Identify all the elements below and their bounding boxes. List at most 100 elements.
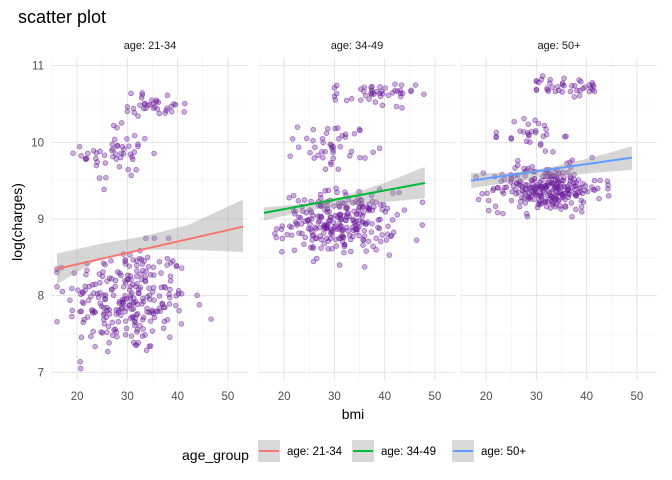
data-point <box>136 255 143 262</box>
data-point <box>139 90 145 96</box>
data-point <box>526 132 532 139</box>
data-point <box>494 209 501 216</box>
data-point <box>356 217 363 223</box>
data-point <box>295 144 302 150</box>
data-point <box>71 270 77 276</box>
data-point <box>167 294 173 301</box>
fit-line <box>56 225 244 270</box>
data-point <box>138 256 145 262</box>
data-point <box>119 144 126 150</box>
data-point <box>104 348 111 355</box>
panel-strip-label: age: 34-49 <box>331 40 384 52</box>
x-tick-label: 40 <box>378 391 391 403</box>
y-tick-label: 8 <box>38 291 44 303</box>
data-point <box>569 157 576 163</box>
data-point <box>78 153 84 159</box>
data-point <box>106 340 112 346</box>
data-point <box>303 135 310 142</box>
data-point <box>313 235 320 242</box>
data-point <box>525 193 531 200</box>
data-point <box>578 79 584 85</box>
data-point <box>553 174 560 181</box>
data-point <box>535 120 542 127</box>
data-point <box>335 166 342 172</box>
data-point <box>178 321 185 327</box>
data-point <box>194 292 200 299</box>
data-point <box>340 239 346 245</box>
confidence-band <box>57 199 243 285</box>
data-point <box>328 161 334 168</box>
data-point <box>559 177 565 183</box>
data-point <box>392 81 398 87</box>
data-point <box>389 217 396 223</box>
data-point <box>320 139 326 146</box>
data-point <box>390 229 397 236</box>
data-point <box>100 316 107 323</box>
data-point <box>356 232 362 239</box>
data-point <box>304 217 311 224</box>
data-point <box>336 204 343 210</box>
x-tick-label: 50 <box>221 391 234 403</box>
data-point <box>126 263 133 269</box>
data-point <box>109 141 116 148</box>
legend-label: age: 21-34 <box>287 446 343 458</box>
data-point <box>519 187 526 193</box>
data-point <box>138 271 144 277</box>
data-point <box>109 319 116 326</box>
data-point <box>156 258 163 265</box>
data-point <box>54 318 60 325</box>
data-point <box>141 101 148 107</box>
data-point <box>396 189 402 196</box>
data-point <box>347 153 353 159</box>
data-point <box>135 143 141 150</box>
confidence-band <box>471 146 632 189</box>
data-point <box>150 105 157 111</box>
data-point <box>562 203 568 209</box>
data-point <box>518 178 524 184</box>
data-point <box>130 306 137 312</box>
data-point <box>323 235 330 242</box>
data-point <box>162 110 168 116</box>
data-point <box>538 183 544 189</box>
data-point <box>168 108 175 115</box>
x-tick-label: 40 <box>171 391 184 403</box>
data-point <box>310 126 317 133</box>
data-point <box>346 232 353 239</box>
data-point <box>379 232 385 238</box>
data-point <box>334 214 341 220</box>
data-point <box>568 200 575 206</box>
data-point <box>75 287 81 293</box>
data-point <box>312 144 318 151</box>
data-point <box>580 85 586 92</box>
data-point <box>158 270 164 276</box>
facet-panel: age: 50+ 20 30 40 50 <box>460 40 657 403</box>
data-point <box>561 191 567 197</box>
data-point <box>95 294 102 301</box>
data-point <box>295 198 302 204</box>
data-point <box>310 137 316 144</box>
data-point <box>124 295 130 302</box>
data-point <box>519 194 525 201</box>
data-point <box>365 238 372 245</box>
data-point <box>176 307 182 314</box>
data-point <box>556 87 562 94</box>
data-point <box>584 188 591 195</box>
data-point <box>120 151 127 157</box>
data-point <box>117 154 124 161</box>
data-point <box>480 170 487 176</box>
fit-line <box>263 181 426 214</box>
data-point <box>332 236 339 243</box>
data-point <box>379 102 386 109</box>
data-point <box>352 222 359 229</box>
data-point <box>382 209 389 215</box>
data-point <box>373 247 379 253</box>
data-point <box>173 302 179 309</box>
data-point <box>292 208 298 214</box>
data-point <box>502 184 508 191</box>
data-point <box>178 265 185 271</box>
x-tick-label: 30 <box>530 391 543 403</box>
x-axis-title: bmi <box>342 406 365 422</box>
data-point <box>382 85 388 91</box>
data-point <box>567 88 574 95</box>
data-point <box>168 260 174 266</box>
